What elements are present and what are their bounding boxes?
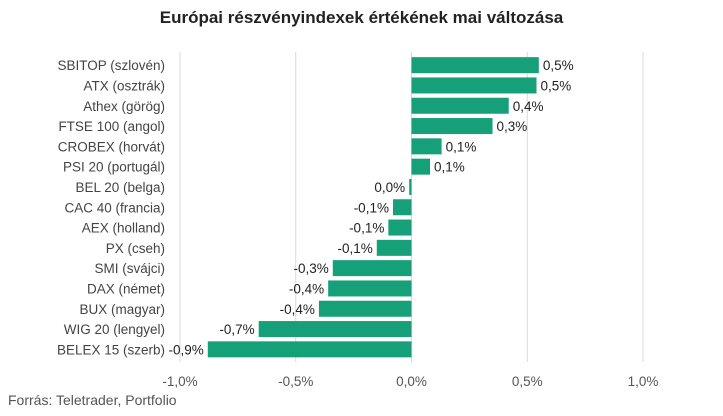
x-tick-label: -0,5% — [278, 374, 313, 389]
bar — [318, 300, 412, 317]
value-label: 0,1% — [434, 160, 465, 175]
bar — [411, 57, 539, 74]
x-tick-labels: -1,0% -0,5% 0,0% 0,5% 1,0% — [162, 374, 658, 389]
value-label: 0,3% — [497, 119, 528, 134]
value-label: -0,4% — [280, 302, 315, 317]
value-label: -0,9% — [168, 342, 203, 357]
category-label: WIG 20 (lengyel) — [64, 322, 165, 337]
category-label: BEL 20 (belga) — [75, 180, 165, 195]
bar — [411, 97, 509, 114]
bar — [376, 239, 412, 256]
category-label: CROBEX (horvát) — [58, 139, 165, 154]
value-label: -0,7% — [219, 322, 254, 337]
category-label: CAC 40 (francia) — [64, 200, 165, 215]
x-tick-label: -1,0% — [162, 374, 197, 389]
category-label: SMI (svájci) — [95, 261, 166, 276]
category-label: Athex (görög) — [83, 99, 165, 114]
value-labels: 0,5% 0,5% 0,4% 0,3% 0,1% 0,1% 0,0% -0,1% -0,1% -0… — [168, 58, 573, 357]
x-tick-label: 0,0% — [396, 374, 427, 389]
x-tick-label: 1,0% — [628, 374, 659, 389]
category-label: ATX (osztrák) — [83, 78, 165, 93]
value-label: -0,1% — [349, 221, 384, 236]
category-label: BUX (magyar) — [79, 302, 165, 317]
category-label: AEX (holland) — [82, 221, 165, 236]
bar — [328, 280, 412, 297]
category-label: DAX (német) — [87, 281, 165, 296]
bar — [411, 138, 442, 155]
bar — [207, 341, 412, 358]
value-label: 0,4% — [513, 99, 544, 114]
bar — [332, 260, 412, 277]
category-label: BELEX 15 (szerb) — [57, 342, 165, 357]
bar — [409, 178, 412, 195]
category-label: PX (cseh) — [106, 241, 165, 256]
value-label: 0,5% — [543, 58, 574, 73]
x-tick-label: 0,5% — [512, 374, 543, 389]
category-label: PSI 20 (portugál) — [63, 160, 165, 175]
category-label: FTSE 100 (angol) — [58, 119, 165, 134]
source-note: Forrás: Teletrader, Portfolio — [8, 392, 177, 408]
bar — [411, 118, 493, 135]
bars — [207, 57, 539, 358]
chart-title: Európai részvényindexek értékének mai vá… — [159, 8, 564, 27]
bar — [258, 321, 412, 338]
bar — [388, 219, 412, 236]
category-labels: SBITOP (szlovén) ATX (osztrák) Athex (görö… — [57, 58, 165, 357]
value-label: -0,1% — [354, 200, 389, 215]
bar — [411, 158, 431, 175]
value-label: -0,3% — [294, 261, 329, 276]
value-label: 0,0% — [374, 180, 405, 195]
bar — [411, 77, 537, 94]
value-label: 0,5% — [541, 78, 572, 93]
value-label: 0,1% — [446, 139, 477, 154]
value-label: -0,1% — [337, 241, 372, 256]
category-label: SBITOP (szlovén) — [57, 58, 165, 73]
value-label: -0,4% — [289, 281, 324, 296]
bar — [392, 199, 412, 216]
